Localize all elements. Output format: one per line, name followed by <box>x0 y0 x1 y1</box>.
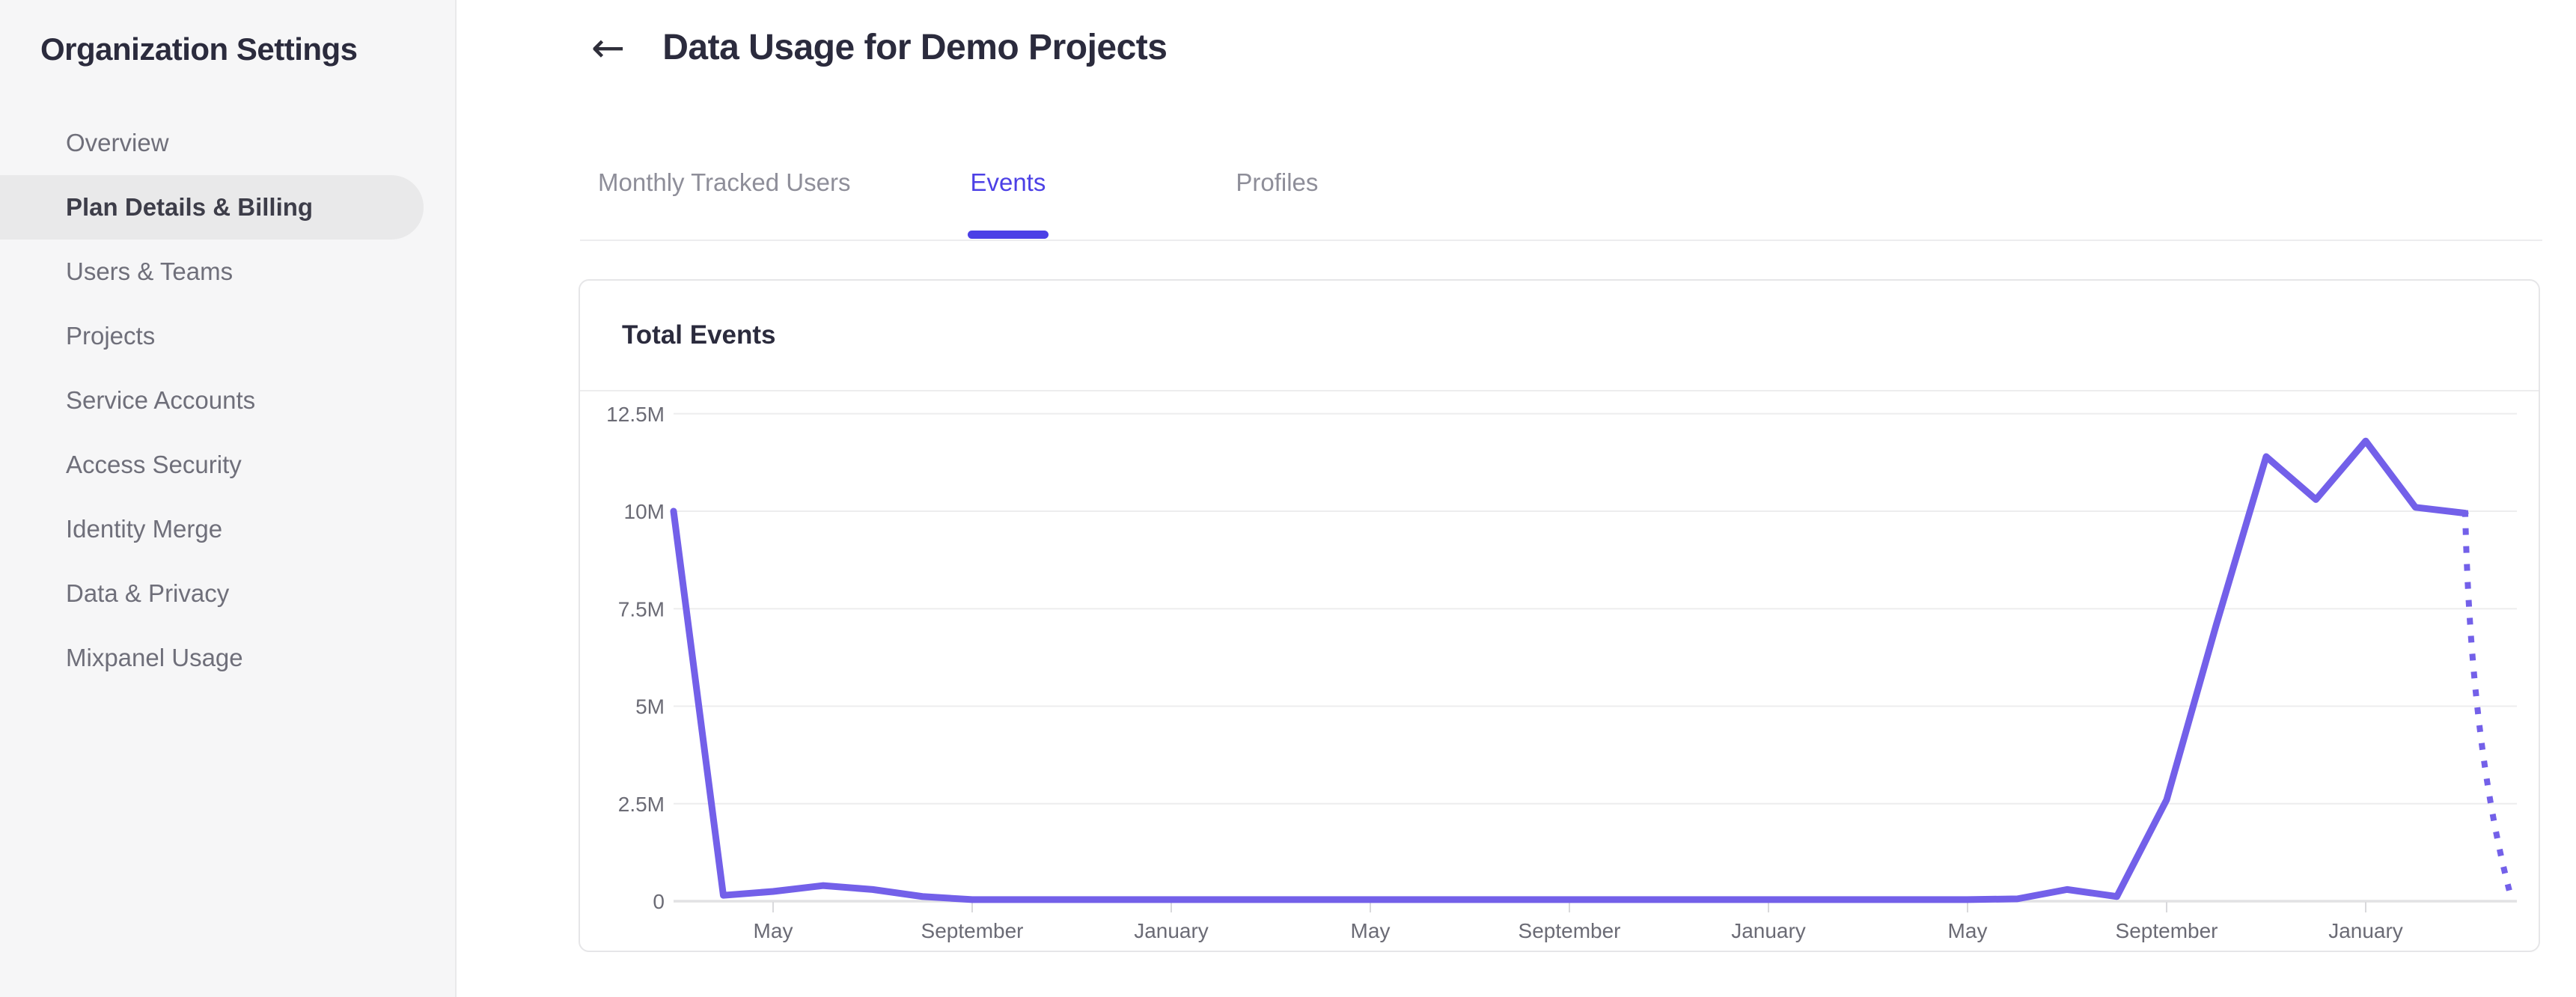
card-title: Total Events <box>622 320 776 350</box>
active-tab-indicator <box>967 231 1049 239</box>
main-content: ← Data Usage for Demo Projects Monthly T… <box>457 0 2576 997</box>
projected-series-line <box>2461 510 2512 891</box>
card-header: Total Events <box>580 281 2539 391</box>
x-axis-label: September <box>1519 919 1621 942</box>
sidebar-item-projects[interactable]: Projects <box>66 322 156 350</box>
y-axis-label: 12.5M <box>606 403 665 426</box>
y-axis-label: 7.5M <box>618 597 665 621</box>
sidebar-item-identity-merge[interactable]: Identity Merge <box>66 515 223 543</box>
x-axis-label: January <box>2328 919 2403 942</box>
chart-area: 12.5M 10M 7.5M 5M 2.5M 0 May September January Ma… <box>580 391 2539 951</box>
x-axis-label: September <box>2116 919 2218 942</box>
y-axis-label: 0 <box>653 890 665 913</box>
back-button[interactable]: ← <box>588 27 628 68</box>
sidebar-item-data-privacy[interactable]: Data & Privacy <box>66 579 230 607</box>
sidebar-item-plan-details-billing[interactable]: Plan Details & Billing <box>0 175 424 240</box>
tab-monthly-tracked-users[interactable]: Monthly Tracked Users <box>598 136 850 240</box>
sidebar-title: Organization Settings <box>40 31 358 67</box>
events-line-chart[interactable]: 12.5M 10M 7.5M 5M 2.5M 0 May September January Ma… <box>580 391 2539 951</box>
sidebar-nav: Overview Plan Details & Billing Users & Te… <box>0 111 455 690</box>
tab-label: Monthly Tracked Users <box>598 168 851 196</box>
y-axis-label: 5M <box>635 695 665 719</box>
x-axis-label: May <box>754 919 793 942</box>
tab-events[interactable]: Events <box>967 136 1049 240</box>
tab-label: Events <box>970 168 1046 196</box>
x-axis-label: January <box>1134 919 1209 942</box>
tab-label: Profiles <box>1236 168 1319 196</box>
sidebar: Organization Settings Overview Plan Detai… <box>0 0 457 997</box>
page-header: ← Data Usage for Demo Projects <box>588 27 1168 68</box>
sidebar-item-users-teams[interactable]: Users & Teams <box>66 257 234 285</box>
total-events-series-line <box>670 437 2469 903</box>
sidebar-item-overview[interactable]: Overview <box>66 129 169 156</box>
sidebar-item-service-accounts[interactable]: Service Accounts <box>66 386 256 414</box>
back-arrow-icon: ← <box>591 23 626 71</box>
y-axis-label: 2.5M <box>618 793 665 816</box>
y-axis-label: 10M <box>624 500 665 523</box>
x-axis-label: May <box>1948 919 1988 942</box>
x-axis-label: May <box>1351 919 1391 942</box>
x-axis-label: September <box>921 919 1024 942</box>
tab-profiles[interactable]: Profiles <box>1236 136 1318 240</box>
tab-bar: Monthly Tracked Users Events Profiles <box>580 136 2542 241</box>
sidebar-item-access-security[interactable]: Access Security <box>66 451 242 478</box>
x-axis-label: January <box>1731 919 1806 942</box>
sidebar-item-mixpanel-usage[interactable]: Mixpanel Usage <box>66 644 243 671</box>
page-title: Data Usage for Demo Projects <box>662 28 1168 67</box>
total-events-card: Total Events 12.5M 10M 7.5M 5M 2.5M 0 May Septe… <box>579 279 2540 952</box>
